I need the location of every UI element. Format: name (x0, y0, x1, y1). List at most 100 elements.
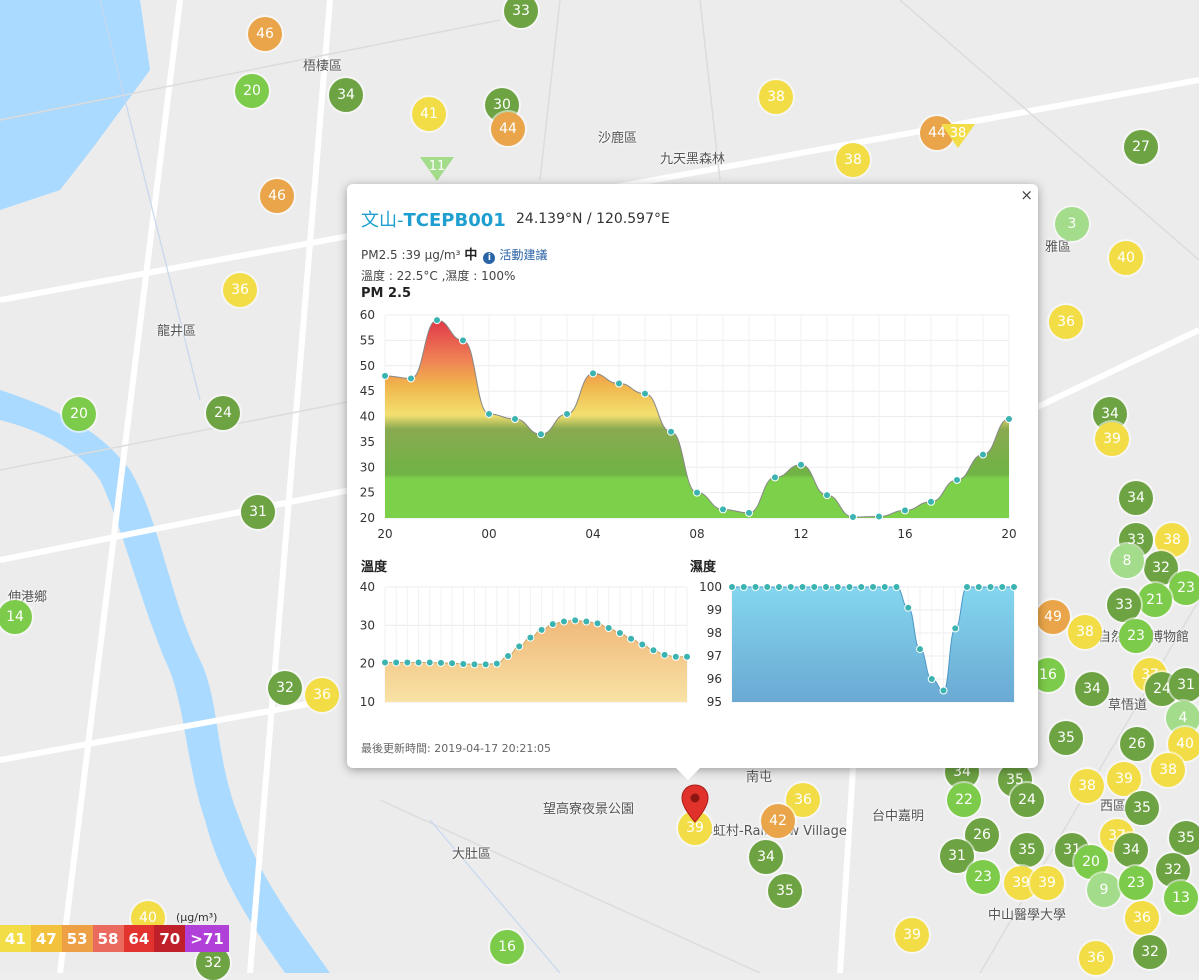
sensor-marker[interactable]: 39 (1030, 866, 1064, 900)
sensor-marker[interactable]: 46 (248, 17, 282, 51)
advice-label: 活動建議 (499, 248, 548, 262)
sensor-marker[interactable]: 35 (768, 874, 802, 908)
sensor-marker[interactable]: 35 (1049, 721, 1083, 755)
sensor-marker[interactable]: 39 (895, 918, 929, 952)
sensor-marker[interactable]: 36 (1079, 941, 1113, 975)
sensor-marker[interactable]: 23 (1119, 866, 1153, 900)
data-point (414, 658, 423, 667)
sensor-marker[interactable]: 35 (1010, 833, 1044, 867)
sensor-marker[interactable]: 23 (1119, 619, 1153, 653)
sensor-marker[interactable]: 26 (965, 818, 999, 852)
info-icon: i (483, 252, 496, 264)
legend-item: 41 (0, 925, 31, 952)
sensor-marker[interactable]: 26 (1120, 727, 1154, 761)
sensor-marker[interactable]: 31 (241, 495, 275, 529)
data-point (485, 409, 493, 418)
sensor-marker[interactable]: 34 (1119, 481, 1153, 515)
station-coords: 24.139°N / 120.597°E (516, 211, 670, 227)
map-label: 梧棲區 (303, 59, 343, 74)
data-point (582, 617, 591, 626)
legend-item: 70 (154, 925, 186, 952)
sensor-marker[interactable]: 38 (836, 143, 870, 177)
sensor-marker[interactable]: 34 (1075, 672, 1109, 706)
data-point (833, 583, 842, 591)
data-point (857, 583, 866, 591)
sensor-marker[interactable]: 34 (329, 78, 363, 112)
y-tick-label: 10 (360, 695, 375, 709)
location-pin-icon[interactable] (680, 784, 710, 824)
sensor-marker[interactable]: 31 (940, 839, 974, 873)
sensor-marker[interactable]: 40 (1109, 241, 1143, 275)
map-label: 雅區 (1045, 240, 1072, 255)
data-point (407, 374, 415, 383)
close-button[interactable]: × (1020, 186, 1033, 204)
sensor-marker[interactable]: 36 (1125, 901, 1159, 935)
sensor-marker[interactable]: 13 (1164, 881, 1198, 915)
sensor-marker[interactable]: 31 (1169, 668, 1199, 702)
sensor-marker[interactable]: 32 (1156, 853, 1190, 887)
sensor-marker-triangle[interactable]: 11 (420, 157, 454, 181)
sensor-marker[interactable]: 20 (62, 397, 96, 431)
sensor-marker[interactable]: 14 (0, 600, 32, 634)
sensor-marker[interactable]: 24 (206, 396, 240, 430)
sensor-marker[interactable]: 24 (1010, 783, 1044, 817)
map-label: 大肚區 (452, 847, 492, 862)
data-point (927, 497, 935, 506)
data-point (974, 583, 983, 591)
data-point (979, 450, 987, 459)
sensor-marker[interactable]: 23 (1169, 571, 1199, 605)
legend-item: 64 (123, 925, 155, 952)
data-point (537, 625, 546, 634)
sensor-marker[interactable]: 38 (1070, 769, 1104, 803)
sensor-marker[interactable]: 36 (223, 273, 257, 307)
sensor-marker[interactable]: 9 (1087, 873, 1121, 907)
data-point (492, 659, 501, 668)
sensor-marker[interactable]: 36 (1049, 305, 1083, 339)
sensor-marker[interactable]: 22 (947, 783, 981, 817)
sensor-marker[interactable]: 46 (260, 179, 294, 213)
data-point (448, 659, 457, 668)
sensor-marker[interactable]: 8 (1110, 544, 1144, 578)
sensor-marker[interactable]: 33 (504, 0, 538, 28)
map-label: 台中嘉明 (872, 809, 925, 824)
x-tick-label: 20 (1001, 527, 1016, 541)
data-point (515, 642, 524, 651)
sensor-marker[interactable]: 36 (305, 678, 339, 712)
last-updated: 最後更新時間: 2019-04-17 20:21:05 (361, 742, 552, 755)
sensor-marker[interactable]: 42 (761, 804, 795, 838)
data-point (951, 624, 960, 633)
sensor-marker[interactable]: 27 (1124, 130, 1158, 164)
sensor-marker[interactable]: 23 (966, 860, 1000, 894)
pm25-chart: 20 25 30 35 40 45 50 55 60 20 00 04 08 12 16 20 (360, 308, 1017, 541)
sensor-marker[interactable]: 44 (491, 112, 525, 146)
sensor-marker[interactable]: 38 (1151, 753, 1185, 787)
sensor-marker[interactable]: 41 (412, 97, 446, 131)
data-point (739, 583, 748, 591)
sensor-marker[interactable]: 16 (490, 930, 524, 964)
advice-link[interactable]: i 活動建議 (483, 248, 548, 264)
sensor-marker[interactable]: 3 (1055, 207, 1089, 241)
sensor-marker[interactable]: 39 (1107, 762, 1141, 796)
sensor-marker[interactable]: 35 (1125, 791, 1159, 825)
data-point (880, 583, 889, 591)
data-point (615, 629, 624, 637)
sensor-marker[interactable]: 33 (1107, 588, 1141, 622)
sensor-marker[interactable]: 32 (1133, 935, 1167, 969)
legend-unit: (μg/m³) (176, 911, 218, 924)
sensor-marker[interactable]: 49 (1036, 600, 1070, 634)
sensor-marker[interactable]: 38 (759, 80, 793, 114)
data-point (627, 634, 636, 643)
sensor-marker[interactable]: 35 (1169, 821, 1199, 855)
sensor-marker[interactable]: 34 (749, 840, 783, 874)
sensor-marker[interactable]: 20 (235, 74, 269, 108)
temp-chart-title: 溫度 (361, 560, 388, 575)
y-tick-label: 25 (360, 486, 375, 500)
data-point (381, 658, 389, 667)
data-point (986, 583, 995, 591)
sensor-marker[interactable]: 32 (268, 671, 302, 705)
sensor-marker[interactable]: 39 (1095, 422, 1129, 456)
sensor-marker[interactable]: 34 (1114, 833, 1148, 867)
sensor-marker-triangle[interactable]: 38 (941, 124, 975, 148)
sensor-marker[interactable]: 21 (1138, 583, 1172, 617)
sensor-marker[interactable]: 38 (1068, 615, 1102, 649)
